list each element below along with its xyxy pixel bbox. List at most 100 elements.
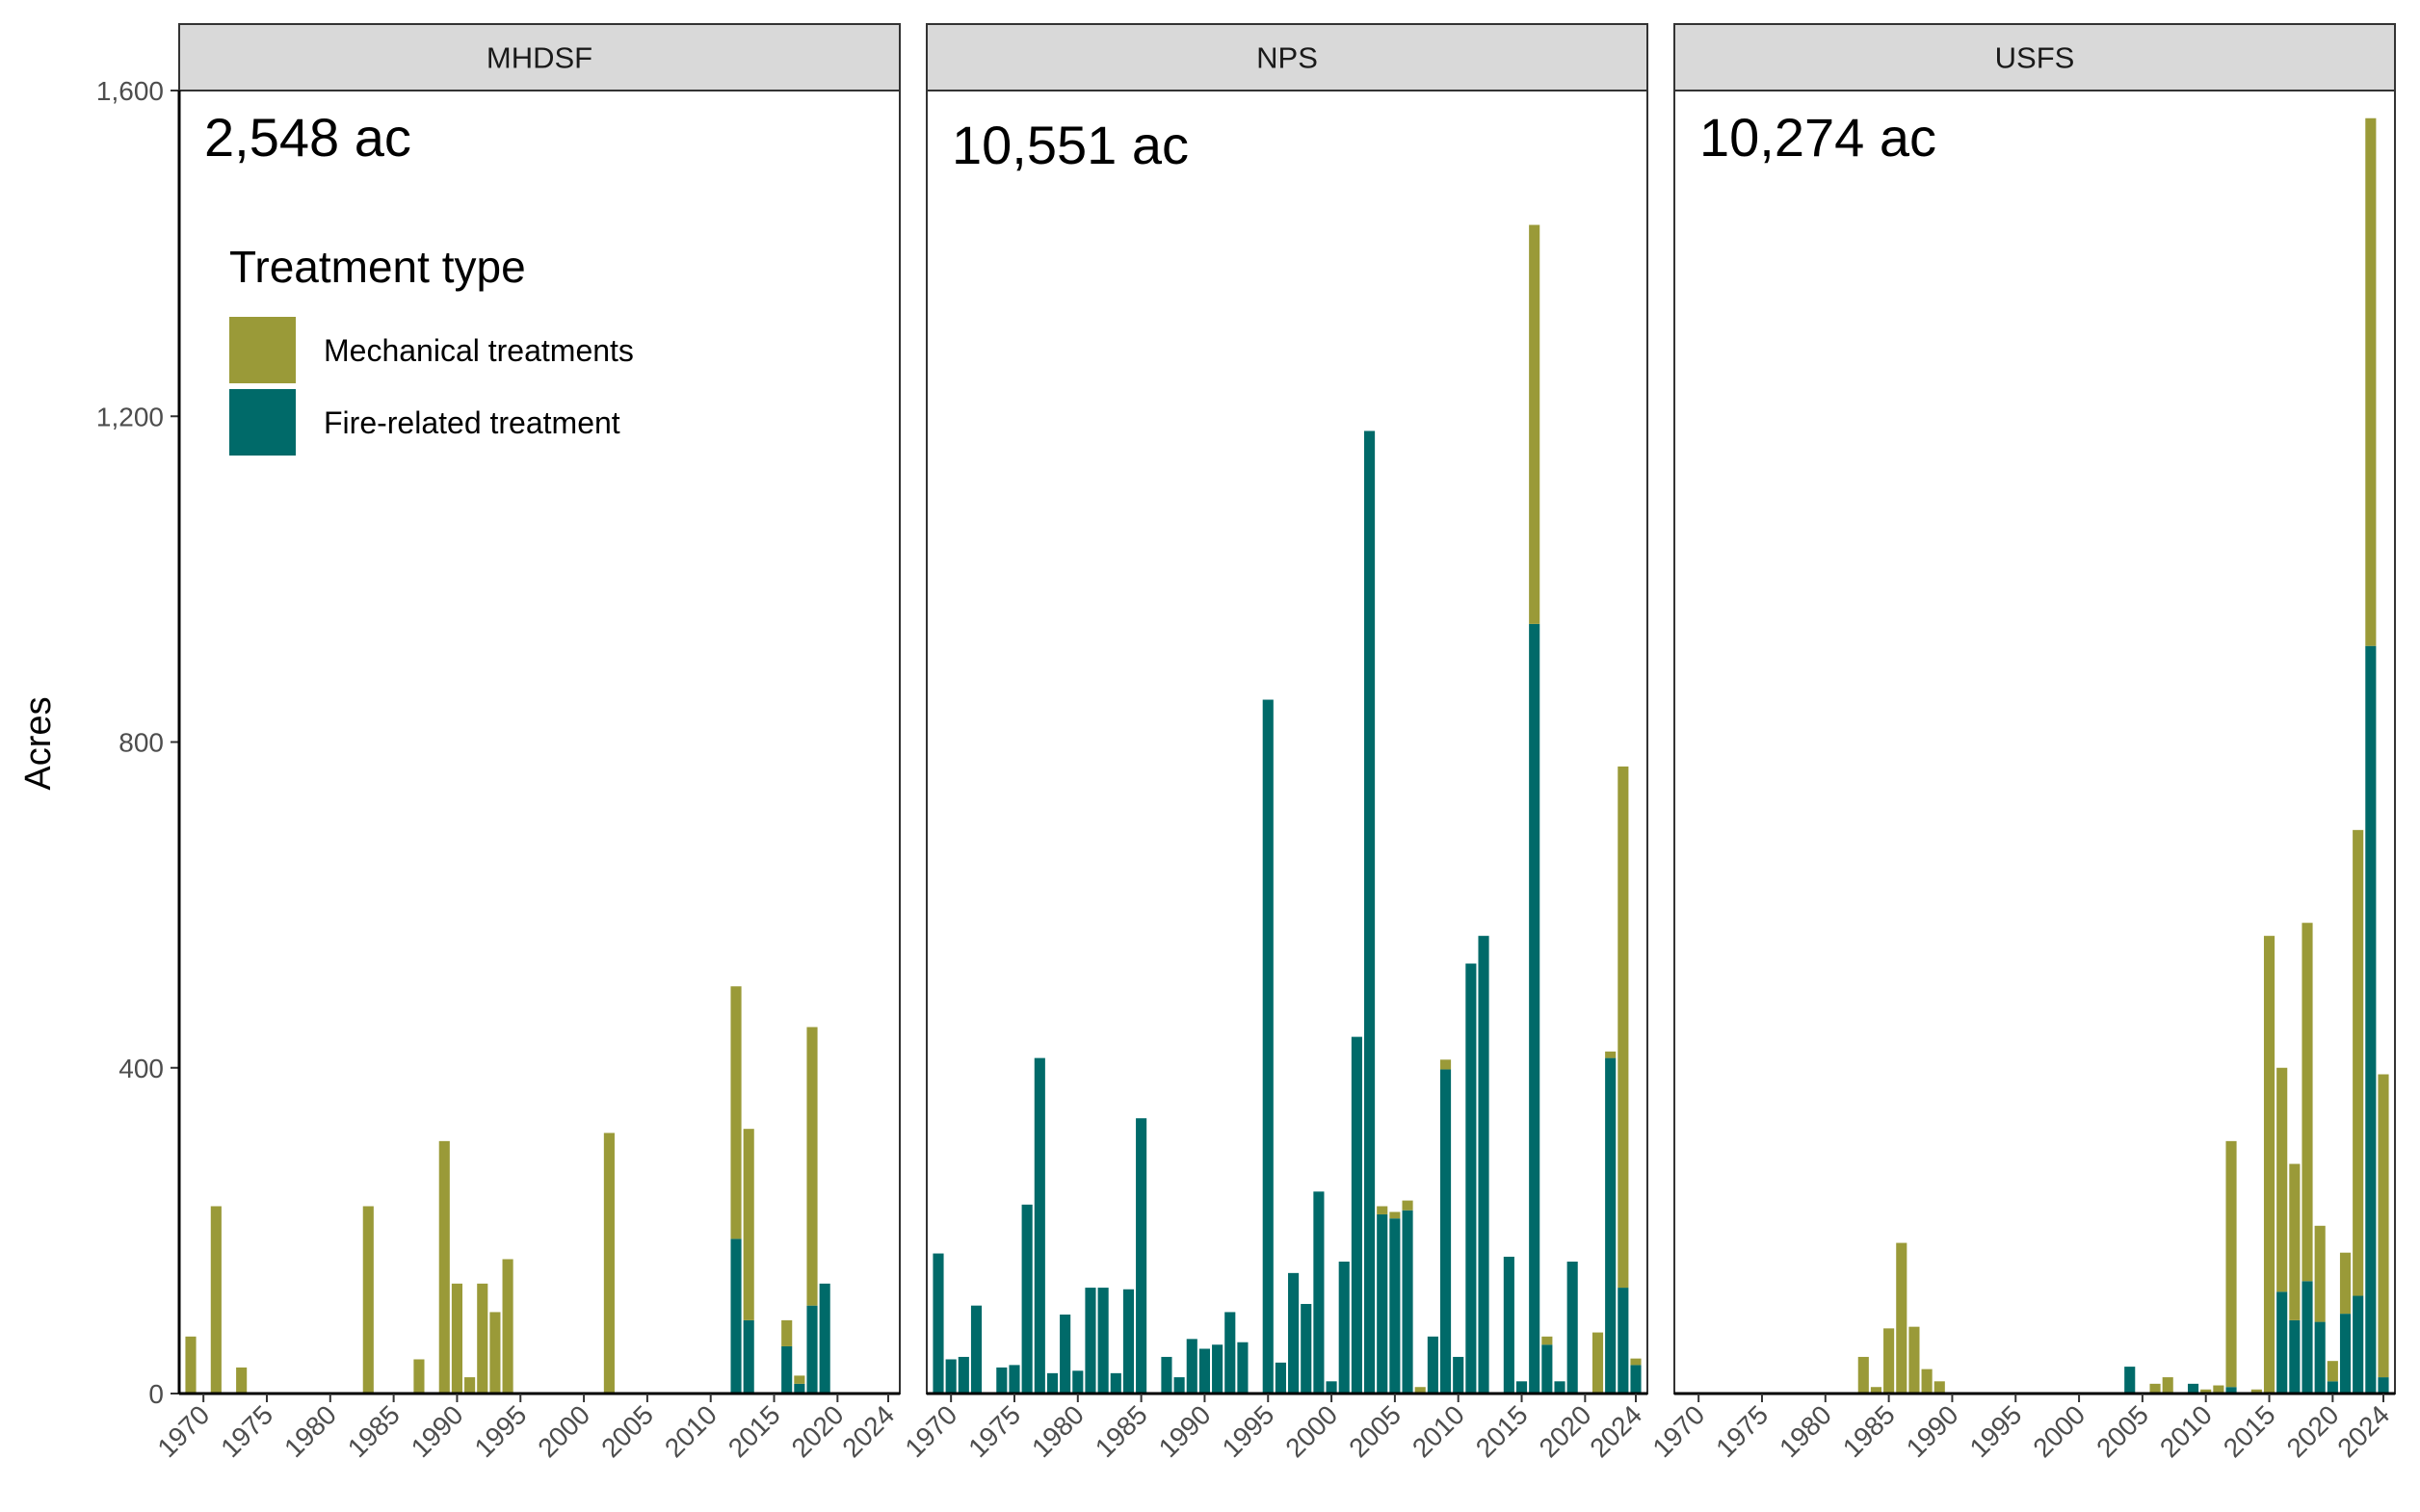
bar-fire-2000 [1326,1381,1337,1394]
bar-fire-2004 [1377,1213,1388,1394]
bar-fire-2002 [1351,1036,1362,1394]
x-tick-label: 1975 [962,1399,1026,1463]
legend-entry-label: Fire-related treatment [324,405,620,440]
bar-mechanical-2024 [1630,1358,1642,1366]
x-tick-label: 1995 [469,1399,533,1463]
x-tick-label: 1980 [278,1399,342,1463]
bar-fire-2011 [1465,963,1477,1394]
x-tick-label: 2020 [786,1399,850,1463]
bar-mechanical-1989 [438,1140,450,1394]
total-acres-label: 2,548 ac [204,107,411,168]
facet-strip [178,23,901,91]
x-tick-label: 1990 [1153,1399,1217,1463]
facet-strip-label: MHDSF [487,41,592,75]
bar-fire-1998 [1301,1303,1312,1394]
bar-fire-1976 [1021,1204,1033,1394]
x-tick-label: 2000 [2027,1399,2091,1463]
bar-mechanical-1986 [1896,1242,1907,1394]
bar-fire-2017 [1541,1344,1553,1394]
bar-mechanical-2017 [794,1375,805,1384]
bar-mechanical-2018 [806,1027,818,1306]
bar-fire-1993 [1237,1342,1249,1394]
bar-fire-2003 [1364,430,1376,1394]
bar-fire-1984 [1122,1289,1135,1394]
bar-fire-1983 [1110,1372,1121,1394]
bar-fire-2017 [2289,1319,2301,1394]
bar-fire-2015 [1515,1381,1528,1394]
bar-mechanical-1989 [1933,1381,1945,1394]
x-tick-label: 1975 [215,1399,278,1463]
bar-mechanical-2013 [743,1129,754,1320]
bar-mechanical-1991 [464,1377,476,1394]
bar-mechanical-2015 [2263,935,2275,1394]
x-tick-label: 2000 [532,1399,595,1463]
bar-mechanical-2024 [2378,1074,2389,1378]
bar-mechanical-2017 [2289,1163,2301,1320]
bar-fire-2009 [2187,1383,2199,1394]
bar-fire-2024 [2378,1377,2389,1394]
bar-mechanical-2011 [2213,1385,2224,1394]
x-tick-label: 1990 [406,1399,469,1463]
bar-mechanical-2007 [2162,1377,2173,1394]
x-tick-label: 1975 [1710,1399,1774,1463]
y-axis-label: Acres [18,696,59,790]
bar-fire-1972 [970,1305,983,1394]
y-tick-label: 400 [118,1054,164,1083]
bar-fire-2009 [1439,1069,1452,1394]
bar-fire-2016 [781,1345,793,1394]
bar-fire-1988 [1173,1377,1185,1394]
bar-fire-2019 [1566,1262,1578,1394]
panel-usfs: USFS 1970 1975 1980 1985 1990 1995 2000 2005 2010… [1646,23,2396,1463]
y-tick-label: 0 [148,1379,164,1409]
x-tick-label: 2005 [2091,1399,2154,1463]
x-tick-label: 1995 [1964,1399,2028,1463]
bar-mechanical-2022 [2353,829,2364,1296]
bar-mechanical-1987 [413,1359,425,1394]
bar-mechanical-2002 [603,1133,615,1394]
y-tick-label: 1,600 [96,76,164,106]
x-tick-label: 2020 [2281,1399,2345,1463]
bar-mechanical-2020 [2327,1361,2338,1382]
bar-fire-1996 [1275,1362,1286,1394]
x-tick-label: 2024 [836,1399,900,1463]
facet-strip [1673,23,2396,91]
facet-strip-label: NPS [1256,41,1318,75]
bar-fire-1999 [1313,1191,1325,1394]
bar-mechanical-2016 [781,1319,793,1346]
x-tick-label: 2005 [595,1399,659,1463]
bar-fire-2024 [1630,1365,1642,1394]
bar-fire-2004 [2124,1367,2136,1394]
bar-fire-2008 [1427,1336,1438,1394]
x-tick-label: 2010 [1407,1399,1470,1463]
bar-mechanical-2010 [2200,1389,2212,1394]
bar-mechanical-2017 [1541,1336,1553,1345]
bar-mechanical-2023 [2365,117,2377,646]
bar-fire-2022 [2353,1295,2364,1394]
x-tick-label: 2020 [1534,1399,1597,1463]
bar-fire-1989 [1186,1339,1197,1394]
bar-mechanical-1971 [210,1206,222,1394]
bar-fire-1995 [1262,699,1274,1394]
x-tick-label: 2015 [1470,1399,1534,1463]
x-tick-label: 1970 [151,1399,215,1463]
bar-mechanical-2007 [1414,1387,1426,1394]
bar-mechanical-2012 [2225,1140,2237,1388]
bar-fire-1977 [1034,1057,1045,1394]
bar-mechanical-2021 [2339,1252,2352,1315]
plot-background [179,91,900,1394]
y-tick-label: 1,200 [96,402,164,431]
bar-mechanical-2023 [1618,766,1629,1289]
bar-mechanical-2006 [2149,1383,2161,1394]
plot-background [927,91,1647,1394]
bar-fire-1990 [1198,1348,1210,1394]
x-tick-label: 2024 [2331,1399,2395,1463]
bar-fire-2012 [730,1238,742,1394]
bar-fire-2023 [2365,645,2377,1394]
bar-fire-2017 [794,1383,805,1394]
bar-mechanical-1994 [502,1259,513,1394]
legend-title: Treatment type [229,242,526,292]
